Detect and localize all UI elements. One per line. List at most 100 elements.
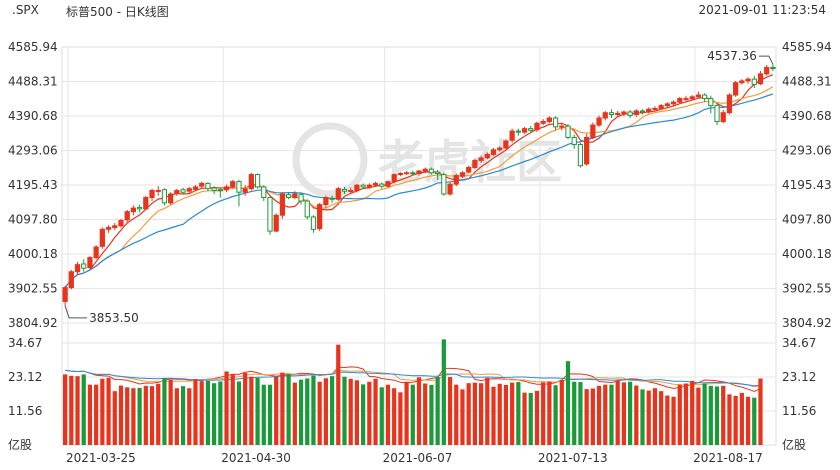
volume-bar (640, 389, 645, 445)
candle-body (360, 184, 366, 188)
ma10-line (64, 86, 774, 288)
candle-body (689, 96, 695, 100)
candle-body (658, 105, 664, 109)
volume-bar (758, 378, 763, 445)
high-annotation: 4537.36 (707, 49, 757, 63)
volume-tick-right: 11.56 (782, 404, 816, 418)
candle-body (223, 186, 230, 191)
candle-body (714, 105, 720, 123)
candle-body (261, 186, 267, 199)
candle-body (161, 189, 168, 204)
volume-bar (230, 374, 235, 445)
candle-body (130, 207, 137, 213)
price-tick-left: 3804.92 (8, 316, 58, 330)
volume-bar (503, 384, 509, 445)
volume-bars (62, 339, 763, 445)
volume-bar (143, 385, 148, 445)
candle-body (627, 111, 633, 117)
candle-body (695, 94, 702, 98)
price-tick-right: 3804.92 (782, 316, 832, 330)
candle-body (584, 136, 590, 165)
price-tick-right: 4585.94 (782, 40, 832, 54)
candle-body (205, 182, 211, 190)
grid-lines (61, 46, 777, 446)
volume-bar (491, 386, 496, 445)
volume-bar (578, 382, 583, 445)
candle-body (267, 197, 273, 232)
volume-bar (565, 361, 571, 445)
volume-bar (274, 376, 279, 445)
candle-body (62, 287, 68, 302)
candle-body (745, 78, 751, 82)
candle-body (590, 124, 596, 138)
volume-bar (441, 339, 446, 445)
candle-body (199, 182, 205, 187)
price-tick-left: 4000.18 (8, 247, 58, 261)
volume-bar (75, 376, 80, 445)
candle-body (565, 125, 571, 138)
volume-bar (485, 377, 490, 445)
candle-body (211, 187, 217, 191)
volume-bar (94, 384, 99, 445)
volume-bar (714, 386, 720, 445)
volume-bar (323, 378, 328, 445)
price-tick-left: 4585.94 (8, 40, 58, 54)
volume-bar (193, 379, 198, 445)
volume-bar (100, 378, 105, 445)
candle-body (701, 94, 708, 100)
volume-bar (708, 385, 713, 445)
volume-bar (168, 379, 173, 445)
volume-bar (435, 377, 440, 445)
volume-bar (385, 384, 391, 445)
volume-bar (659, 391, 664, 445)
volume-bar (534, 390, 540, 445)
volume-bar (367, 381, 372, 445)
price-tick-left: 4293.06 (8, 143, 58, 157)
volume-tick-left: 34.67 (8, 336, 42, 350)
volume-bar (404, 381, 409, 445)
volume-bar (702, 383, 707, 445)
volume-bar (410, 384, 415, 445)
volume-bar (317, 381, 322, 445)
price-tick-right: 4097.80 (782, 213, 832, 227)
volume-bar (69, 375, 74, 445)
volume-bar (584, 389, 589, 445)
candle-body (273, 214, 279, 232)
candle-body (453, 175, 459, 185)
candle-body (528, 128, 534, 131)
volume-bar (137, 387, 142, 445)
volume-tick-right: 23.12 (782, 370, 816, 384)
low-annotation: 3853.50 (89, 311, 139, 325)
price-tick-right: 3902.55 (782, 281, 832, 295)
volume-bar (87, 384, 93, 445)
axis-labels: 4585.94 4585.94 4488.31 4488.31 4390.68 4390.… (8, 40, 832, 465)
volume-bar (224, 371, 229, 445)
ma20-line (64, 93, 774, 288)
volume-bar (553, 385, 558, 445)
volume-bar (727, 394, 732, 445)
candle-body (323, 197, 329, 206)
candle-body (236, 181, 242, 193)
candle-body (478, 157, 484, 161)
candle-body (652, 107, 658, 110)
candle-body (677, 98, 683, 103)
volume-ma20-line (65, 369, 761, 387)
volume-bar (336, 344, 341, 445)
volume-bar (510, 382, 515, 445)
volume-bar (212, 383, 217, 445)
volume-bar (497, 383, 502, 445)
volume-bar (348, 378, 353, 445)
candle-body (180, 189, 186, 193)
candle-body (217, 189, 223, 192)
candle-body (435, 171, 441, 174)
date-tick: 2021-08-17 (693, 451, 763, 465)
candles (62, 64, 776, 306)
volume-average-lines (65, 366, 761, 393)
candle-body (403, 172, 410, 175)
candle-body (149, 189, 155, 199)
candle-body (292, 193, 298, 199)
candle-body (633, 110, 639, 115)
volume-bar (733, 395, 738, 445)
candle-body (764, 66, 770, 75)
candle-body (230, 181, 236, 188)
